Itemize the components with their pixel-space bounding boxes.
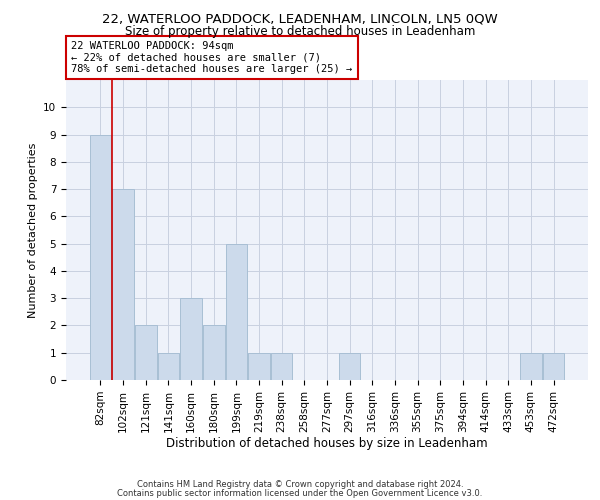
Bar bbox=[90, 134, 111, 380]
Bar bbox=[203, 326, 224, 380]
Y-axis label: Number of detached properties: Number of detached properties bbox=[28, 142, 38, 318]
Bar bbox=[158, 352, 179, 380]
Bar bbox=[520, 352, 542, 380]
Bar bbox=[339, 352, 361, 380]
Text: 22, WATERLOO PADDOCK, LEADENHAM, LINCOLN, LN5 0QW: 22, WATERLOO PADDOCK, LEADENHAM, LINCOLN… bbox=[102, 12, 498, 26]
Text: Size of property relative to detached houses in Leadenham: Size of property relative to detached ho… bbox=[125, 25, 475, 38]
Text: 22 WATERLOO PADDOCK: 94sqm
← 22% of detached houses are smaller (7)
78% of semi-: 22 WATERLOO PADDOCK: 94sqm ← 22% of deta… bbox=[71, 41, 352, 74]
Bar bbox=[271, 352, 292, 380]
Bar bbox=[543, 352, 564, 380]
Bar bbox=[135, 326, 157, 380]
Bar bbox=[181, 298, 202, 380]
Bar bbox=[226, 244, 247, 380]
Bar bbox=[248, 352, 270, 380]
Text: Contains public sector information licensed under the Open Government Licence v3: Contains public sector information licen… bbox=[118, 488, 482, 498]
X-axis label: Distribution of detached houses by size in Leadenham: Distribution of detached houses by size … bbox=[166, 438, 488, 450]
Text: Contains HM Land Registry data © Crown copyright and database right 2024.: Contains HM Land Registry data © Crown c… bbox=[137, 480, 463, 489]
Bar bbox=[112, 189, 134, 380]
